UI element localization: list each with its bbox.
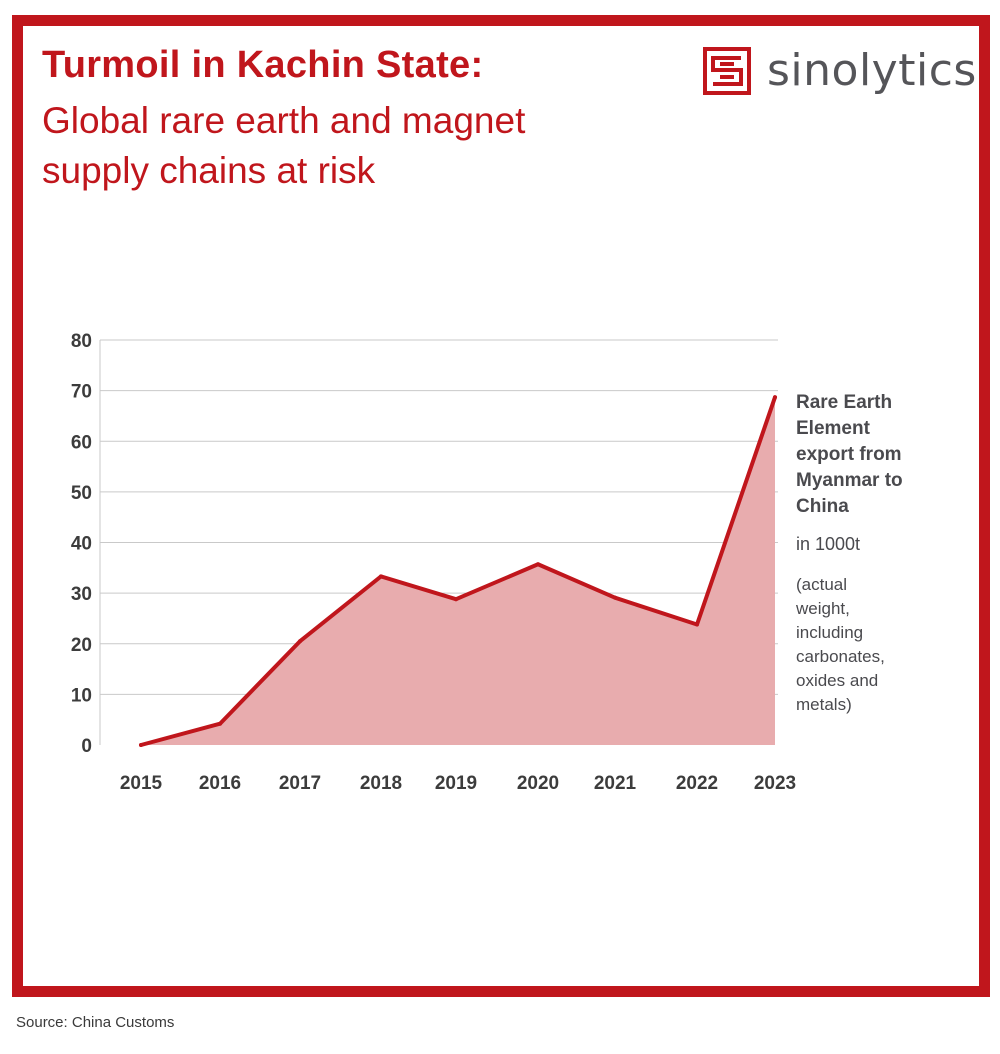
x-tick-label: 2015 [120, 773, 163, 794]
y-tick-label: 20 [71, 635, 92, 656]
chart-title: Turmoil in Kachin State: [42, 44, 484, 86]
data-point [139, 743, 143, 747]
x-tick-label: 2020 [517, 773, 559, 794]
chart-frame [12, 15, 990, 997]
x-tick-label: 2021 [594, 773, 637, 794]
data-point [613, 595, 617, 600]
x-tick-label: 2023 [754, 773, 796, 794]
y-tick-label: 60 [71, 432, 92, 453]
x-tick-label: 2016 [199, 773, 241, 794]
x-tick-label: 2017 [279, 773, 321, 794]
x-tick-label: 2018 [360, 773, 402, 794]
y-tick-label: 40 [71, 534, 92, 555]
x-tick-label: 2019 [435, 773, 477, 794]
data-point [298, 639, 302, 644]
x-tick-label: 2022 [676, 773, 718, 794]
y-tick-label: 50 [71, 483, 92, 504]
data-point [695, 622, 699, 627]
y-tick-label: 30 [71, 584, 92, 605]
brand-logo: sinolytics [703, 45, 977, 96]
source-note: Source: China Customs [16, 1014, 175, 1031]
data-point [379, 574, 383, 579]
data-point [454, 597, 458, 602]
series-label: Rare Earth Element export from Myanmar t… [796, 392, 903, 517]
chart-subtitle: Global rare earth and magnet supply chai… [42, 100, 526, 191]
data-point [773, 395, 777, 400]
unit-label: in 1000t [796, 534, 861, 554]
brand-name: sinolytics [767, 45, 977, 96]
y-tick-label: 80 [71, 331, 92, 352]
sinolytics-logo-icon [703, 46, 751, 95]
unit-note: (actual weight, including carbonates, ox… [796, 575, 885, 714]
legend: Rare Earth Element export from Myanmar t… [796, 390, 976, 717]
series-area [141, 397, 775, 745]
y-tick-label: 70 [71, 382, 92, 403]
data-point [218, 721, 222, 726]
data-point [536, 562, 540, 567]
y-tick-label: 0 [81, 736, 92, 757]
y-tick-label: 10 [71, 685, 92, 706]
